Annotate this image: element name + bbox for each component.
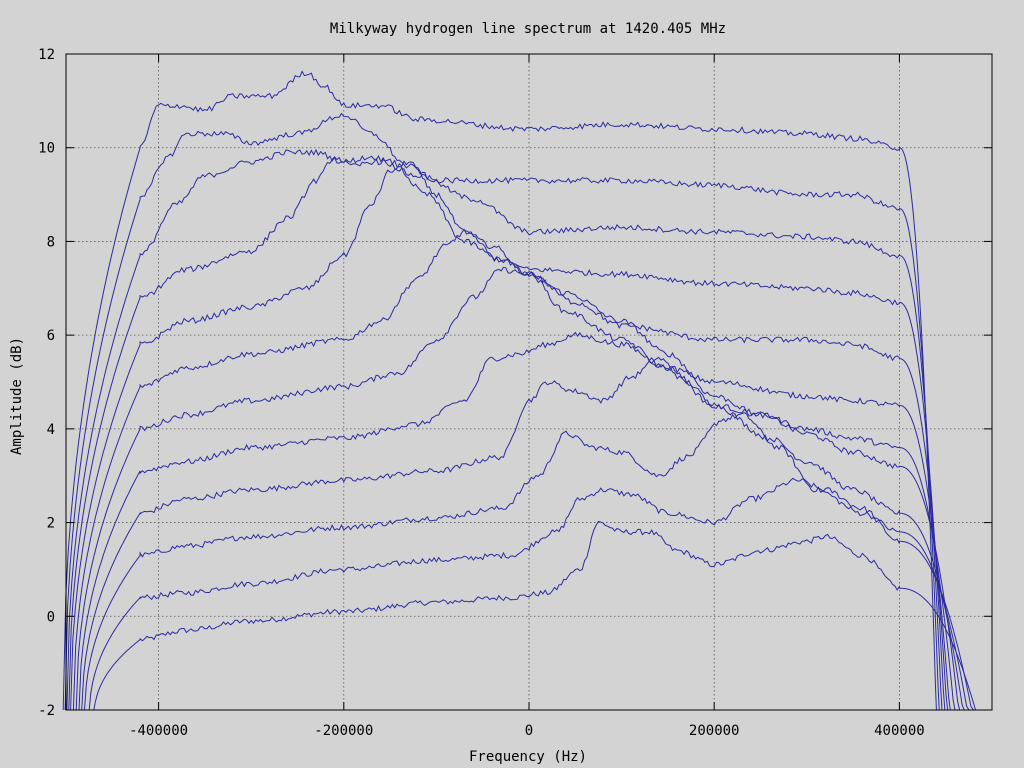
series-line-11 xyxy=(62,70,937,711)
series-line-0 xyxy=(93,520,979,711)
x-tick-label-0: -400000 xyxy=(129,723,188,739)
y-axis-label: Amplitude (dB) xyxy=(9,337,25,455)
y-tick-label-4: 6 xyxy=(47,328,55,344)
x-tick-label-3: 200000 xyxy=(689,723,740,739)
y-tick-label-6: 10 xyxy=(38,141,55,157)
series-line-4 xyxy=(78,331,961,711)
x-tick-label-2: 0 xyxy=(525,723,533,739)
series-line-3 xyxy=(81,356,965,711)
y-tick-label-2: 2 xyxy=(47,516,55,532)
series-group xyxy=(62,70,979,711)
axes: -400000 -200000 0 200000 400000 -2 0 2 4 6 8 10 12 xyxy=(38,47,993,739)
series-line-9 xyxy=(66,148,943,711)
x-axis-label: Frequency (Hz) xyxy=(469,749,587,765)
series-line-5 xyxy=(75,266,956,711)
chart-title: Milkyway hydrogen line spectrum at 1420.… xyxy=(330,21,726,37)
y-tick-label-7: 12 xyxy=(38,47,55,63)
x-tick-label-4: 400000 xyxy=(874,723,925,739)
y-tick-label-0: -2 xyxy=(38,703,55,719)
series-line-7 xyxy=(70,160,949,711)
series-line-10 xyxy=(64,112,940,711)
series-line-8 xyxy=(68,156,946,711)
gridlines xyxy=(66,54,992,710)
x-tick-label-1: -200000 xyxy=(314,723,373,739)
series-line-6 xyxy=(72,228,951,711)
y-tick-label-3: 4 xyxy=(47,422,55,438)
y-tick-label-1: 0 xyxy=(47,609,55,625)
y-tick-label-5: 8 xyxy=(47,234,55,250)
series-line-1 xyxy=(88,477,974,711)
series-line-2 xyxy=(84,412,970,711)
